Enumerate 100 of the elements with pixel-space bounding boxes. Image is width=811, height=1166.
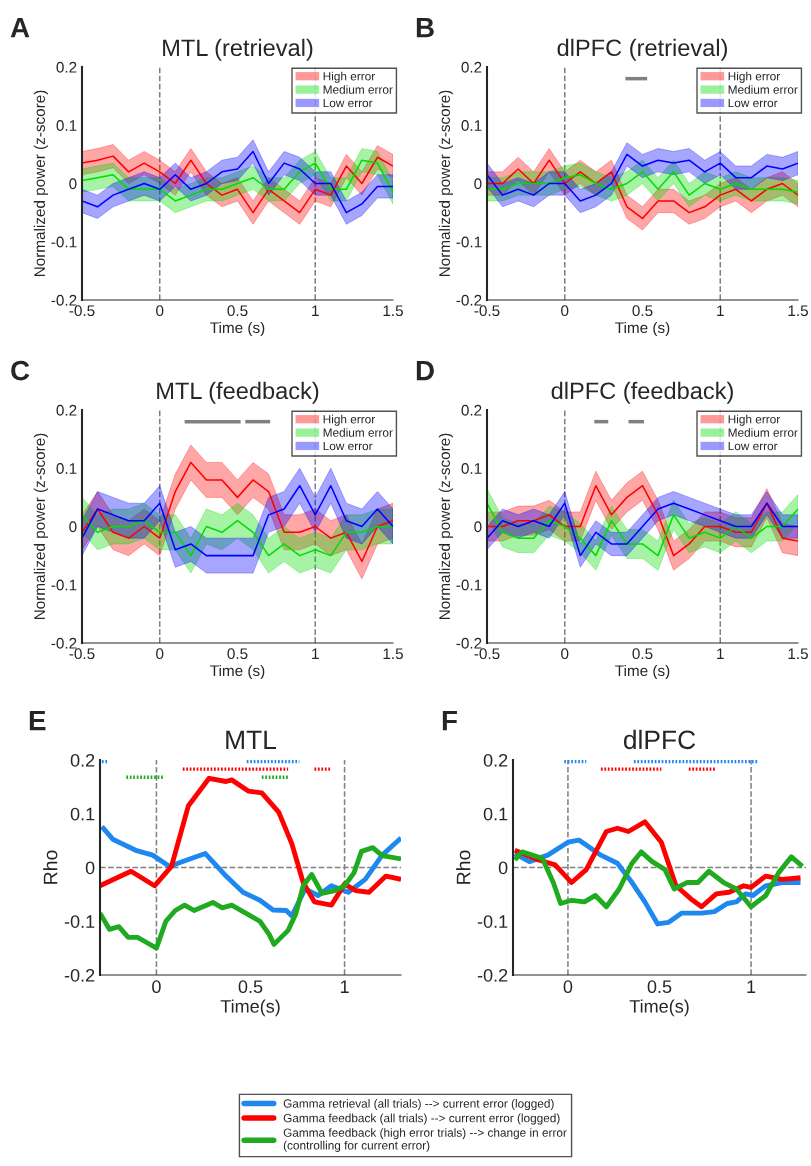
- legend-label: Medium error: [323, 85, 393, 94]
- legend-label: Low error: [323, 441, 373, 451]
- x-tick-label: 1: [312, 305, 319, 316]
- y-axis-title: Normalized power (z-score): [438, 90, 454, 277]
- y-tick-label: 0: [474, 521, 482, 533]
- x-tick-label: 0.5: [227, 648, 248, 660]
- y-tick-label: -0.2: [477, 968, 508, 982]
- y-tick-label: 0.2: [461, 404, 482, 416]
- y-tick-label: -0.2: [456, 637, 482, 649]
- x-tick-label: 0.5: [632, 305, 653, 317]
- legend-label: Low error: [728, 441, 778, 451]
- y-tick-label: 0: [498, 861, 508, 875]
- x-tick-label: 1.5: [788, 305, 808, 317]
- legend-label: High error: [728, 414, 780, 426]
- legend-label: Medium error: [323, 428, 393, 437]
- y-tick-label: 0.2: [56, 404, 77, 416]
- y-axis-title: Normalized power (z-score): [438, 433, 454, 620]
- legend-label: High error: [323, 414, 375, 426]
- legend-label: Low error: [323, 98, 373, 108]
- x-tick-label: 0.5: [227, 305, 248, 317]
- y-tick-label: 0.1: [461, 120, 482, 131]
- chart-title: MTL (retrieval): [163, 38, 313, 61]
- x-tick-label: 1: [312, 648, 319, 659]
- x-axis-title: Time (s): [615, 664, 670, 680]
- chart-title: dlPFC (feedback): [551, 381, 733, 404]
- y-tick-label: -0.2: [51, 637, 77, 649]
- line-series: [82, 159, 393, 202]
- text: A: [10, 18, 30, 38]
- y-axis-title: Normalized power (z-score): [33, 433, 49, 620]
- x-axis-title: Time (s): [210, 664, 265, 680]
- y-tick-label: -0.1: [51, 579, 77, 591]
- x-tick-label: -0.5: [474, 648, 500, 660]
- text: E: [29, 711, 46, 731]
- y-axis-title: Normalized power (z-score): [33, 90, 49, 277]
- x-tick-label: -0.5: [474, 305, 500, 317]
- x-tick-label: 0.5: [632, 648, 653, 660]
- chart-title: MTL (feedback): [157, 381, 319, 404]
- x-tick-label: 0: [561, 648, 569, 660]
- y-tick-label: -0.1: [456, 236, 482, 248]
- x-tick-label: 1: [717, 648, 724, 659]
- line-series: [487, 502, 798, 557]
- line-series: [487, 153, 798, 202]
- x-tick-label: 1: [747, 980, 756, 993]
- x-tick-label: 1.5: [788, 648, 808, 660]
- chart-title: dlPFC: [623, 729, 696, 750]
- x-tick-label: 0: [152, 980, 161, 994]
- y-tick-label: 0.2: [56, 61, 77, 73]
- y-tick-label: 0.1: [56, 120, 77, 131]
- chart-title: dlPFC (retrieval): [557, 38, 727, 61]
- x-tick-label: 1.5: [383, 648, 403, 660]
- x-tick-label: 0: [561, 305, 569, 317]
- x-axis-title: Time (s): [615, 321, 670, 337]
- y-tick-label: -0.2: [51, 294, 77, 306]
- x-tick-label: 0: [563, 980, 573, 994]
- legend-label: Medium error: [728, 85, 798, 94]
- line-series: [487, 159, 798, 220]
- y-tick-label: 0.1: [56, 463, 77, 474]
- legend-label: Gamma feedback (all trials) --> current error (logged): [283, 1113, 560, 1125]
- line-series: [82, 461, 393, 563]
- x-tick-label: 0.5: [238, 980, 263, 994]
- legend-label: Gamma feedback (high error trials) --> change in error (controlling for current error): [283, 1128, 567, 1152]
- y-tick-label: -0.1: [477, 915, 508, 928]
- line-series: [82, 484, 393, 557]
- y-tick-label: 0: [85, 861, 95, 875]
- line-series: [487, 171, 798, 196]
- text: D: [416, 361, 434, 381]
- line-series: [82, 514, 393, 557]
- line-series: [513, 849, 805, 910]
- x-axis-title: Time(s): [629, 999, 689, 1017]
- y-tick-label: 0.1: [483, 807, 508, 821]
- y-axis-title: Rho: [456, 850, 471, 884]
- y-tick-label: 0.1: [461, 463, 482, 474]
- x-tick-label: 0.5: [647, 980, 672, 994]
- y-tick-label: -0.1: [51, 236, 77, 248]
- legend-label: Low error: [728, 98, 778, 108]
- y-tick-label: -0.1: [64, 915, 95, 928]
- x-tick-label: 0: [156, 648, 164, 660]
- x-tick-label: 1: [717, 305, 724, 316]
- chart-title: MTL: [226, 730, 277, 749]
- y-tick-label: 0: [69, 178, 77, 190]
- x-tick-label: 0: [156, 305, 164, 317]
- x-axis-title: Time (s): [210, 321, 265, 337]
- legend-label: High error: [323, 71, 375, 83]
- text: B: [416, 18, 434, 38]
- line-series: [100, 845, 401, 951]
- text: F: [442, 711, 457, 731]
- line-series: [100, 775, 401, 908]
- y-tick-label: 0: [474, 178, 482, 190]
- y-tick-label: -0.1: [456, 579, 482, 591]
- y-axis-title: Rho: [43, 850, 58, 884]
- y-tick-label: 0: [69, 521, 77, 533]
- legend-label: Medium error: [728, 428, 798, 437]
- legend-label: High error: [728, 71, 780, 83]
- line-series: [487, 484, 798, 557]
- x-axis-title: Time(s): [220, 999, 280, 1017]
- x-tick-label: -0.5: [69, 305, 95, 317]
- y-tick-label: 0.2: [461, 61, 482, 73]
- x-tick-label: -0.5: [69, 648, 95, 660]
- y-tick-label: 0.2: [70, 753, 95, 767]
- text: C: [11, 360, 30, 381]
